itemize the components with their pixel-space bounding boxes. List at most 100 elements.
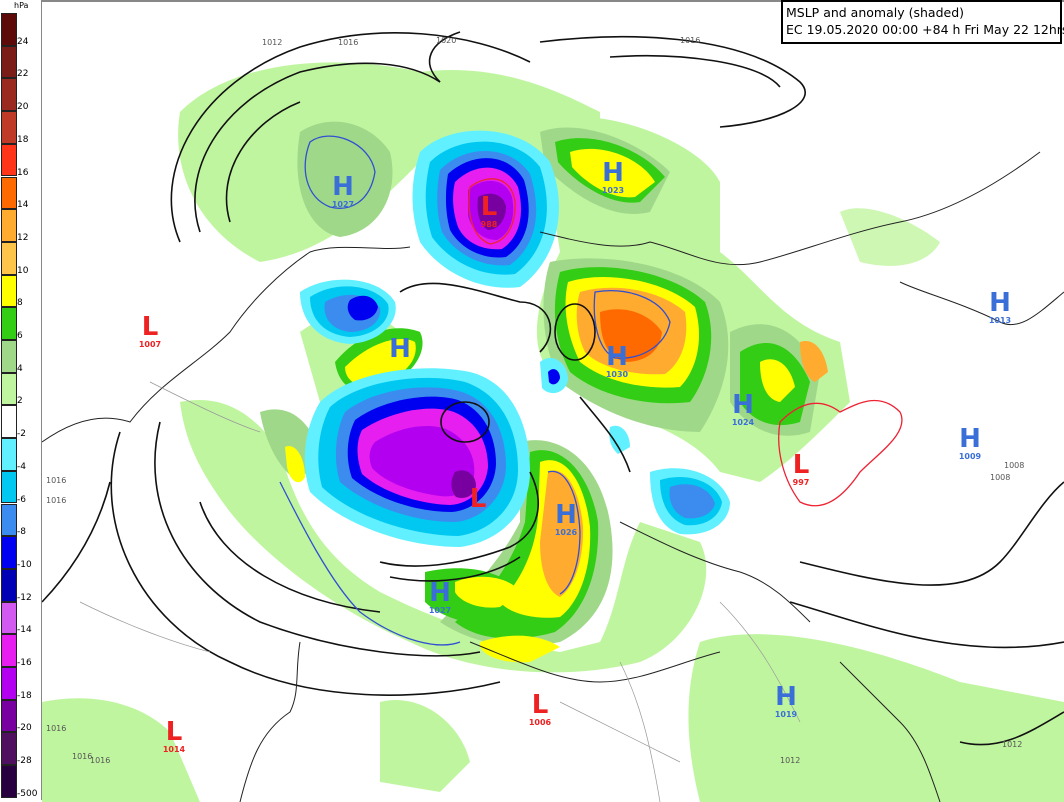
low-pressure-center: L 997 <box>785 452 817 487</box>
legend-swatch <box>1 45 17 79</box>
legend-swatch <box>1 111 17 144</box>
pressure-value: 988 <box>480 220 498 229</box>
legend-tick-label: -12 <box>17 592 32 603</box>
isobar-label: 1016 <box>46 724 67 733</box>
isobar-label: 1012 <box>262 38 283 47</box>
map-canvas <box>42 2 1064 802</box>
high-symbol: H <box>332 172 354 202</box>
legend-tick-label: -8 <box>17 527 26 538</box>
isobar-label: 1008 <box>990 473 1011 482</box>
high-symbol: H <box>429 578 451 608</box>
weather-map: H 1027 L 988 H 1023 L 1007 H H 1030 H 1013 H 1024 L 997 H… <box>42 0 1064 802</box>
pressure-value: 1027 <box>331 200 355 209</box>
legend-tick-label: 8 <box>17 298 23 309</box>
high-pressure-center: H 1026 <box>550 502 582 537</box>
legend-swatch <box>1 405 17 439</box>
legend-swatch <box>1 568 17 602</box>
legend-swatch <box>1 503 17 537</box>
legend-tick-label: 24 <box>17 36 29 47</box>
legend-swatch <box>1 307 17 340</box>
high-pressure-center: H 1013 <box>984 290 1016 325</box>
legend-swatch <box>1 634 17 667</box>
high-pressure-center: H 1023 <box>597 160 629 195</box>
legend-swatch <box>1 438 17 471</box>
legend-swatch <box>1 176 17 210</box>
high-pressure-center: H 1030 <box>601 344 633 379</box>
legend-tick-label: 16 <box>17 167 29 178</box>
pressure-value: 1014 <box>162 745 186 754</box>
isobar-label: 1020 <box>436 36 457 45</box>
pressure-value: 1027 <box>428 606 452 615</box>
legend-swatch <box>1 241 17 275</box>
isobar-label: 1008 <box>1004 461 1025 470</box>
legend-swatch <box>1 536 17 569</box>
legend-tick-label: 10 <box>17 265 29 276</box>
legend-tick-label: 6 <box>17 331 23 341</box>
legend-unit: hPa <box>14 1 29 10</box>
pressure-value: 1024 <box>731 418 755 427</box>
low-symbol: L <box>531 690 549 720</box>
low-pressure-center: L <box>462 486 494 512</box>
pressure-value: 1006 <box>528 718 552 727</box>
legend-tick-label: -2 <box>17 429 26 440</box>
pressure-value: 997 <box>792 478 810 487</box>
high-symbol: H <box>389 334 411 364</box>
legend-tick-label: -10 <box>17 559 32 570</box>
legend-tick-label: 4 <box>17 363 23 374</box>
isobar-label: 1012 <box>1002 740 1023 749</box>
isobar-label: 1016 <box>72 752 93 761</box>
legend-tick-label: -4 <box>17 461 26 472</box>
legend-swatch <box>1 13 17 46</box>
legend-swatch <box>1 470 17 504</box>
low-symbol: L <box>141 312 159 342</box>
legend-tick-label: 22 <box>17 69 29 80</box>
legend-swatch <box>1 699 17 733</box>
legend-tick-label: -28 <box>17 756 32 767</box>
legend-swatch <box>1 143 17 177</box>
pressure-value: 1009 <box>958 452 982 461</box>
low-symbol: L <box>480 192 498 222</box>
legend-swatch <box>1 340 17 373</box>
low-pressure-center: L 1007 <box>134 314 166 349</box>
legend-swatch <box>1 78 17 112</box>
pressure-value: 1030 <box>605 370 629 379</box>
high-pressure-center: H 1009 <box>954 426 986 461</box>
isobar-label: 1016 <box>46 476 67 485</box>
legend-tick-label: -6 <box>17 494 26 505</box>
legend-tick-label: 20 <box>17 102 29 113</box>
legend-tick-label: 18 <box>17 134 29 145</box>
legend-swatch <box>1 667 17 700</box>
low-symbol: L <box>469 484 487 514</box>
run-info: EC 19.05.2020 00:00 +84 h Fri May 22 12h… <box>786 22 1064 37</box>
legend-tick-label: 14 <box>17 200 29 211</box>
high-symbol: H <box>959 424 981 454</box>
map-title: MSLP and anomaly (shaded) <box>786 5 965 20</box>
legend-swatch <box>1 274 17 308</box>
high-symbol: H <box>602 158 624 188</box>
isobar-label: 1012 <box>780 756 801 765</box>
high-symbol: H <box>606 342 628 372</box>
high-pressure-center: H 1024 <box>727 392 759 427</box>
legend-tick-label: -20 <box>17 723 32 734</box>
legend-swatch <box>1 601 17 635</box>
high-pressure-center: H 1027 <box>424 580 456 615</box>
pressure-value: 1013 <box>988 316 1012 325</box>
low-symbol: L <box>165 717 183 747</box>
isobar-label: 1016 <box>680 36 701 45</box>
legend-tick-label: -16 <box>17 658 32 668</box>
map-title-box: MSLP and anomaly (shaded) EC 19.05.2020 … <box>781 0 1064 44</box>
color-legend: hPa 24 22 20 18 16 14 12 10 8 6 4 2 -2 -4 -6 -8 -10 -12 -1… <box>0 0 42 800</box>
high-pressure-center: H <box>384 336 416 362</box>
high-pressure-center: H 1027 <box>327 174 359 209</box>
high-symbol: H <box>555 500 577 530</box>
legend-tick-label: -500 <box>17 788 38 799</box>
low-pressure-center: L 1006 <box>524 692 556 727</box>
high-symbol: H <box>989 288 1011 318</box>
pressure-value: 1019 <box>774 710 798 719</box>
legend-swatch <box>1 372 17 406</box>
high-symbol: H <box>775 682 797 712</box>
pressure-value: 1007 <box>138 340 162 349</box>
isobar-label: 1016 <box>338 38 359 47</box>
high-pressure-center: H 1019 <box>770 684 802 719</box>
pressure-value: 1026 <box>554 528 578 537</box>
